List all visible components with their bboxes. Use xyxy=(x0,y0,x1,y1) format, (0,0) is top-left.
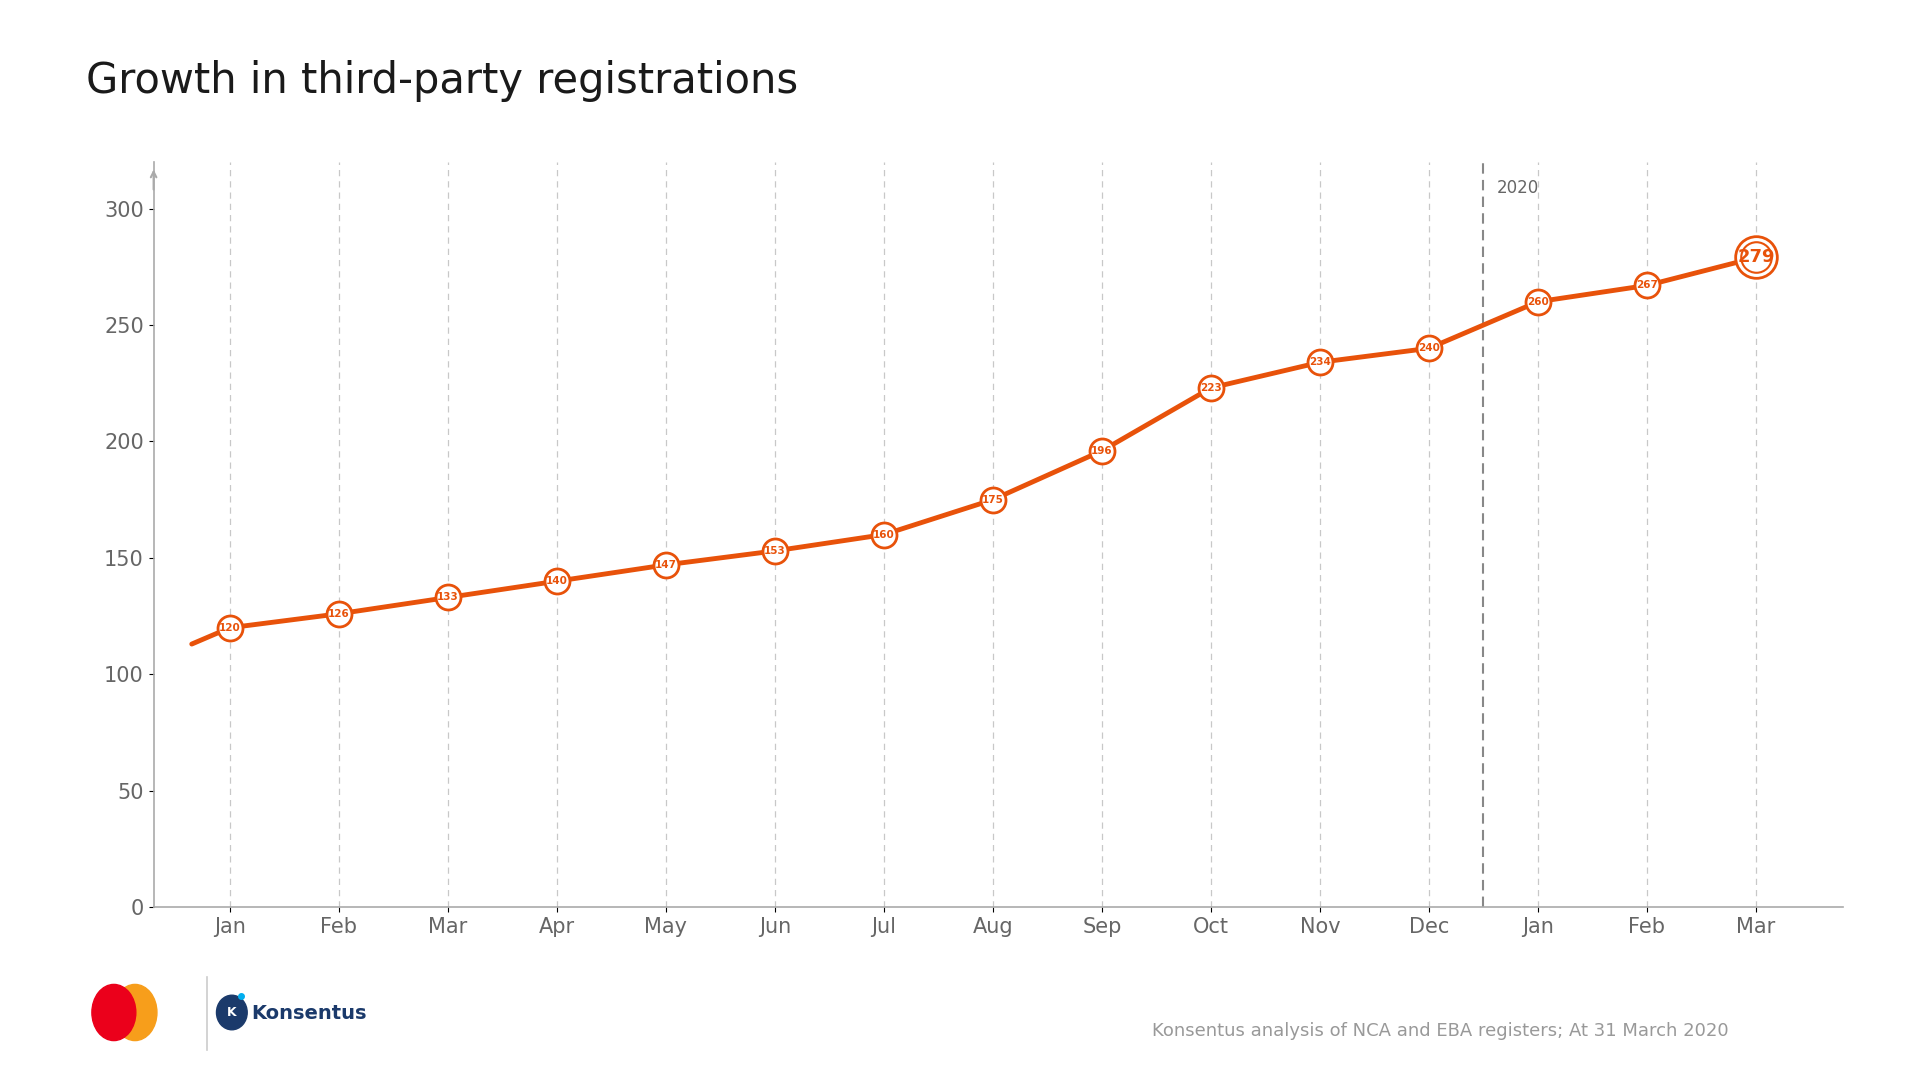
Text: 153: 153 xyxy=(764,545,785,556)
Text: Konsentus: Konsentus xyxy=(252,1004,367,1023)
Text: 223: 223 xyxy=(1200,383,1221,393)
Text: 147: 147 xyxy=(655,559,678,570)
Text: 2020: 2020 xyxy=(1496,178,1538,197)
Text: 160: 160 xyxy=(874,529,895,540)
Text: 133: 133 xyxy=(438,593,459,603)
Text: 140: 140 xyxy=(545,576,568,586)
Text: 126: 126 xyxy=(328,609,349,619)
Text: Konsentus analysis of NCA and EBA registers; At 31 March 2020: Konsentus analysis of NCA and EBA regist… xyxy=(1152,1023,1728,1040)
Circle shape xyxy=(217,996,248,1030)
Circle shape xyxy=(113,985,157,1041)
Text: 175: 175 xyxy=(981,495,1004,504)
Text: 240: 240 xyxy=(1419,343,1440,353)
Text: 120: 120 xyxy=(219,623,240,633)
Circle shape xyxy=(92,985,136,1041)
Text: 267: 267 xyxy=(1636,281,1659,291)
Text: K: K xyxy=(227,1005,236,1020)
Text: Growth in third-party registrations: Growth in third-party registrations xyxy=(86,60,799,103)
Text: 234: 234 xyxy=(1309,357,1331,367)
Text: 279: 279 xyxy=(1738,248,1774,267)
Text: 196: 196 xyxy=(1091,446,1114,456)
Text: 260: 260 xyxy=(1526,297,1549,307)
